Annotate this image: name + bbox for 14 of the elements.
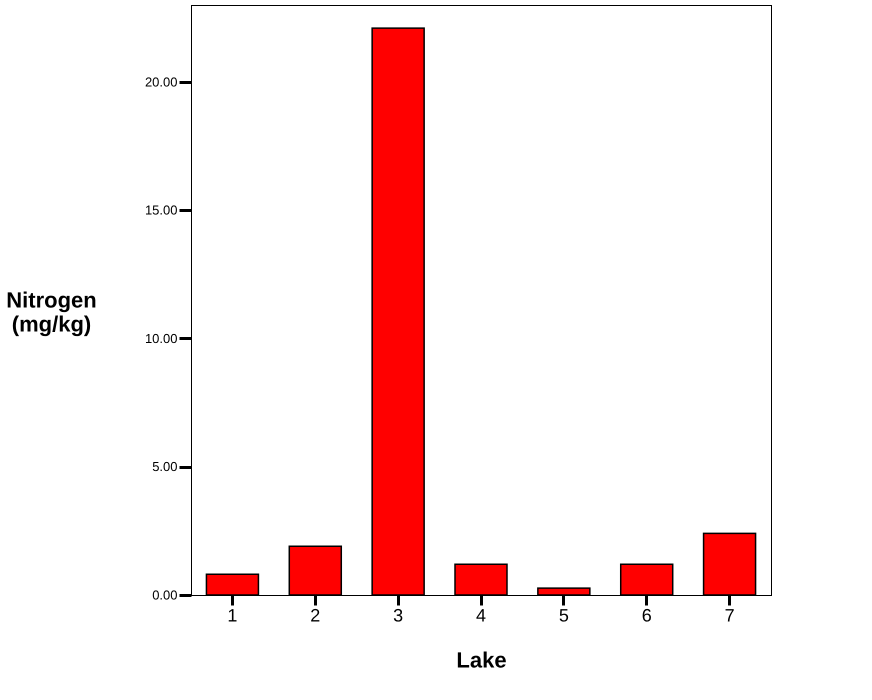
- y-tick-label: 10.00: [144, 330, 178, 346]
- x-tick-label: 1: [227, 606, 238, 626]
- x-tick-label: 4: [476, 606, 486, 626]
- y-tick-label: 0.00: [152, 588, 178, 602]
- x-axis-title: Lake: [456, 648, 507, 672]
- y-tick-label: 5.00: [152, 459, 178, 474]
- x-tick-label: 6: [642, 606, 652, 626]
- x-tick-label: 7: [724, 606, 735, 626]
- y-tick-label: 20.00: [144, 74, 178, 90]
- y-tick-label: 15.00: [144, 202, 178, 218]
- x-tick-label: 2: [310, 606, 320, 626]
- x-tick-label: 3: [393, 606, 404, 626]
- x-tick-label: 5: [558, 606, 569, 626]
- y-axis-title: Nitrogen (mg/kg): [6, 288, 97, 336]
